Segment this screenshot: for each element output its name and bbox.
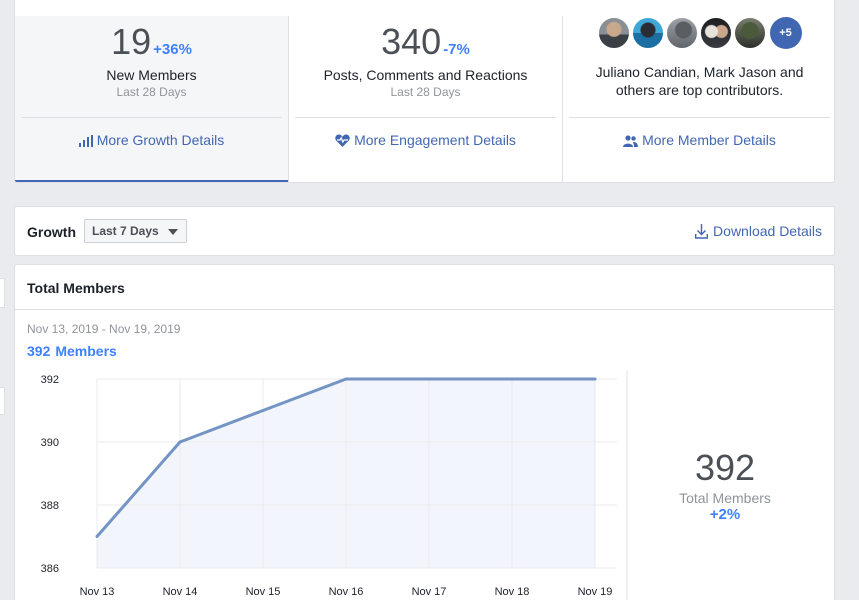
- data-point: [344, 377, 348, 381]
- data-point: [95, 535, 99, 538]
- download-icon: [695, 224, 709, 239]
- engagement-label: Posts, Comments and Reactions: [323, 67, 528, 83]
- x-tick-label: Nov 16: [329, 586, 364, 598]
- data-point: [593, 377, 597, 381]
- new-members-count: 19: [111, 21, 152, 62]
- growth-title: Growth: [27, 224, 76, 240]
- active-tab-indicator: [15, 180, 288, 182]
- new-members-label: New Members: [106, 67, 197, 83]
- growth-summary: 19 +36% New Members Last 28 Days More Gro…: [15, 16, 288, 182]
- more-engagement-details-label: More Engagement Details: [354, 132, 516, 148]
- y-tick-label: 386: [41, 563, 59, 575]
- more-member-details-label: More Member Details: [642, 132, 776, 148]
- side-panel-edge: [0, 278, 5, 308]
- engagement-period: Last 28 Days: [390, 85, 461, 99]
- y-tick-label: 392: [41, 374, 59, 386]
- side-panel-edge: [0, 387, 5, 415]
- insights-summary-card: 19 +36% New Members Last 28 Days More Gro…: [14, 0, 835, 183]
- data-point: [261, 409, 265, 412]
- bar-chart-icon: [78, 135, 93, 147]
- data-point: [178, 440, 182, 444]
- data-point: [427, 377, 431, 381]
- top-contributors-avatars: +5: [563, 16, 834, 49]
- y-tick-label: 388: [41, 500, 59, 512]
- download-details-label: Download Details: [713, 223, 822, 239]
- avatar[interactable]: [597, 17, 630, 49]
- members-summary: +5 Juliano Candian, Mark Jason and other…: [562, 16, 834, 182]
- new-members-period: Last 28 Days: [116, 85, 187, 99]
- engagement-summary: 340 -7% Posts, Comments and Reactions Las…: [288, 16, 562, 182]
- new-members-delta: +36%: [153, 41, 192, 58]
- growth-toolbar: Growth Last 7 Days Download Details: [14, 206, 835, 256]
- engagement-delta: -7%: [443, 41, 470, 58]
- x-tick-label: Nov 13: [80, 586, 115, 598]
- x-tick-label: Nov 18: [495, 586, 530, 598]
- chart-date-range: Nov 13, 2019 - Nov 19, 2019: [27, 322, 181, 336]
- avatar[interactable]: [631, 17, 664, 49]
- more-growth-details-label: More Growth Details: [96, 132, 225, 148]
- more-growth-details-link[interactable]: More Growth Details: [21, 117, 282, 163]
- x-tick-label: Nov 15: [246, 586, 281, 598]
- total-members-delta: +2%: [709, 506, 741, 523]
- top-contributors-text: Juliano Candian, Mark Jason and others a…: [595, 64, 804, 98]
- x-tick-label: Nov 19: [578, 586, 613, 598]
- total-members-chart: 392 390 388 386 Nov 13 Nov 14 Nov 15 Nov 16 Nov …: [41, 371, 628, 600]
- more-contributors-badge[interactable]: +5: [769, 17, 802, 49]
- total-members-title: Total Members: [15, 265, 834, 310]
- download-details-link[interactable]: Download Details: [695, 223, 822, 239]
- y-tick-label: 390: [41, 437, 59, 449]
- members-icon: [623, 135, 639, 147]
- current-members-count: 392 Members: [27, 343, 117, 359]
- date-range-selected: Last 7 Days: [92, 224, 159, 238]
- total-members-label: Total Members: [679, 490, 771, 506]
- more-member-details-link[interactable]: More Member Details: [569, 117, 830, 163]
- more-engagement-details-link[interactable]: More Engagement Details: [295, 117, 556, 163]
- total-members-summary: 392 Total Members +2%: [655, 447, 795, 523]
- avatar[interactable]: [733, 17, 766, 49]
- engagement-count: 340: [381, 21, 442, 62]
- total-members-card: Total Members Nov 13, 2019 - Nov 19, 201…: [14, 264, 835, 600]
- avatar[interactable]: [665, 17, 698, 49]
- x-tick-label: Nov 17: [412, 586, 447, 598]
- date-range-dropdown[interactable]: Last 7 Days: [84, 219, 187, 243]
- total-members-value: 392: [694, 447, 756, 488]
- x-tick-label: Nov 14: [163, 586, 198, 598]
- heart-pulse-icon: [335, 134, 350, 147]
- caret-down-icon: [168, 229, 178, 235]
- avatar[interactable]: [699, 17, 732, 49]
- data-point: [510, 377, 514, 381]
